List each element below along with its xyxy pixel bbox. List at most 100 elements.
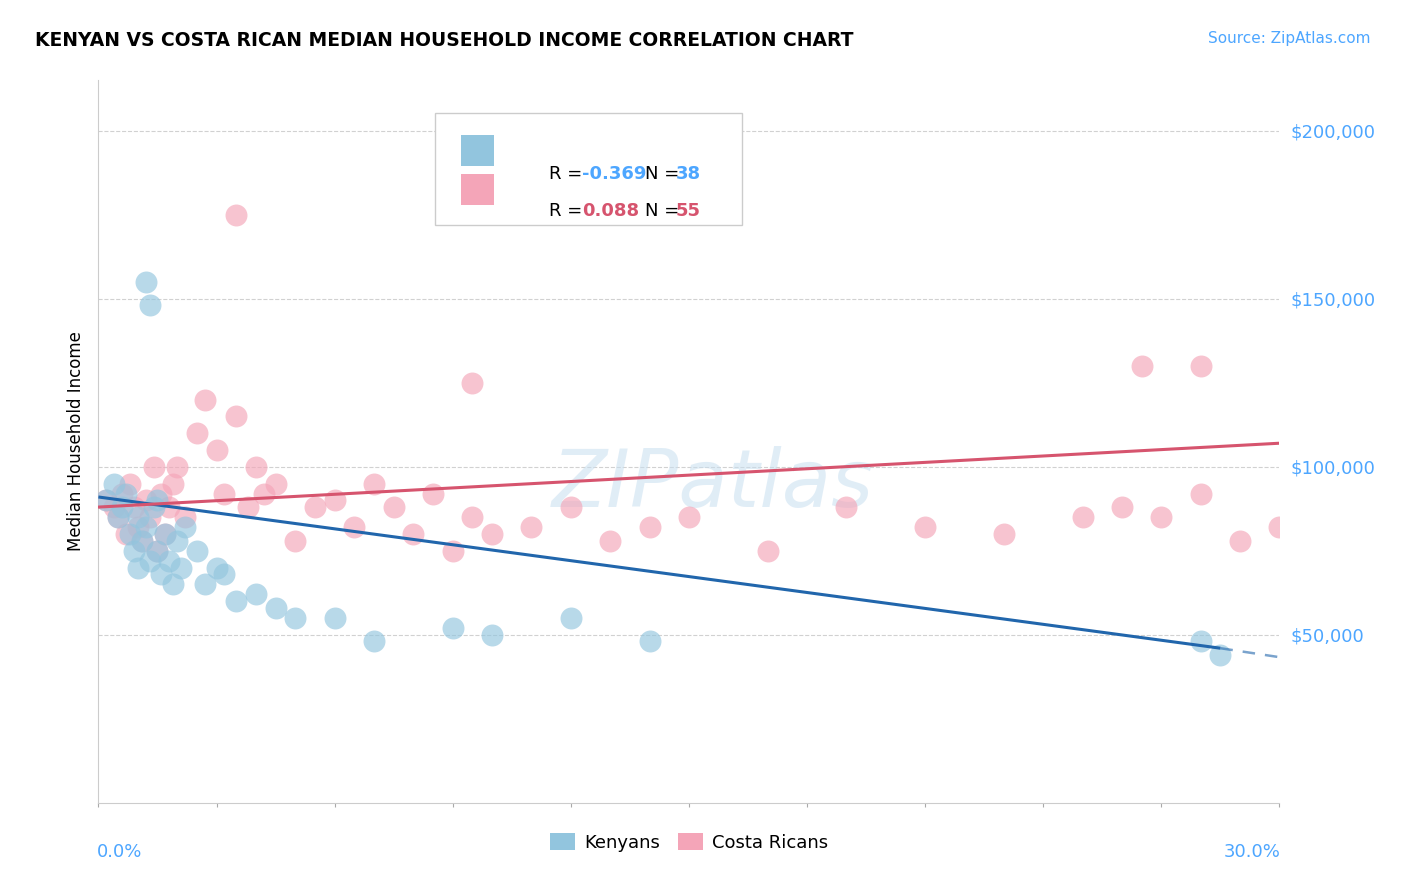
Point: [1189, 486, 1212, 500]
Point: [214, 567, 236, 582]
Bar: [461, 174, 494, 204]
Point: [225, 208, 247, 222]
Point: [993, 527, 1015, 541]
Point: [323, 493, 346, 508]
Point: [1130, 359, 1153, 373]
Point: [122, 543, 145, 558]
Point: [142, 459, 165, 474]
Point: [135, 275, 157, 289]
Point: [155, 527, 177, 541]
Point: [1209, 648, 1232, 662]
Point: [264, 476, 287, 491]
Point: [1071, 510, 1094, 524]
Point: [1111, 500, 1133, 514]
Point: [115, 486, 138, 500]
Point: [1189, 359, 1212, 373]
Point: [205, 560, 228, 574]
Point: [304, 500, 326, 514]
Point: [138, 298, 160, 312]
Point: [131, 533, 153, 548]
Point: [174, 510, 197, 524]
Point: [638, 520, 661, 534]
Point: [599, 533, 621, 548]
Point: [138, 554, 160, 568]
Text: ZIPatlas: ZIPatlas: [551, 446, 873, 524]
Point: [118, 476, 141, 491]
Point: [131, 533, 153, 548]
Point: [441, 543, 464, 558]
Point: [186, 543, 208, 558]
Point: [150, 567, 173, 582]
Point: [194, 577, 217, 591]
Point: [481, 628, 503, 642]
Text: 38: 38: [676, 165, 702, 183]
Point: [343, 520, 366, 534]
Point: [127, 560, 149, 574]
Point: [155, 527, 177, 541]
Point: [146, 543, 169, 558]
Point: [441, 621, 464, 635]
Text: -0.369: -0.369: [582, 165, 647, 183]
Point: [174, 520, 197, 534]
Point: [1229, 533, 1251, 548]
Point: [127, 520, 149, 534]
Point: [150, 486, 173, 500]
Point: [115, 527, 138, 541]
Point: [118, 527, 141, 541]
Point: [363, 476, 385, 491]
Point: [146, 543, 169, 558]
Point: [520, 520, 543, 534]
Y-axis label: Median Household Income: Median Household Income: [66, 332, 84, 551]
Point: [194, 392, 217, 407]
Point: [205, 442, 228, 457]
Point: [756, 543, 779, 558]
Legend: Kenyans, Costa Ricans: Kenyans, Costa Ricans: [543, 826, 835, 859]
Point: [1150, 510, 1173, 524]
Point: [363, 634, 385, 648]
Point: [253, 486, 276, 500]
Point: [111, 486, 134, 500]
Point: [142, 500, 165, 514]
Point: [560, 611, 582, 625]
Point: [225, 409, 247, 424]
Text: R =: R =: [550, 202, 595, 219]
Point: [481, 527, 503, 541]
FancyBboxPatch shape: [434, 112, 742, 225]
Point: [245, 587, 267, 601]
Point: [214, 486, 236, 500]
Point: [402, 527, 425, 541]
Point: [111, 500, 134, 514]
Point: [138, 510, 160, 524]
Point: [103, 476, 125, 491]
Point: [166, 459, 188, 474]
Point: [560, 500, 582, 514]
Text: N =: N =: [645, 165, 685, 183]
Bar: [461, 136, 494, 166]
Point: [186, 426, 208, 441]
Text: 0.0%: 0.0%: [97, 843, 142, 861]
Text: Source: ZipAtlas.com: Source: ZipAtlas.com: [1208, 31, 1371, 46]
Point: [284, 533, 307, 548]
Point: [96, 493, 118, 508]
Point: [135, 493, 157, 508]
Point: [461, 510, 484, 524]
Point: [135, 520, 157, 534]
Point: [127, 510, 149, 524]
Text: 0.088: 0.088: [582, 202, 638, 219]
Point: [225, 594, 247, 608]
Point: [107, 510, 129, 524]
Point: [157, 554, 180, 568]
Point: [157, 500, 180, 514]
Point: [146, 493, 169, 508]
Point: [422, 486, 444, 500]
Point: [914, 520, 936, 534]
Point: [1189, 634, 1212, 648]
Point: [170, 560, 193, 574]
Point: [96, 493, 118, 508]
Point: [264, 600, 287, 615]
Point: [236, 500, 259, 514]
Point: [1268, 520, 1291, 534]
Text: N =: N =: [645, 202, 685, 219]
Point: [107, 510, 129, 524]
Point: [638, 634, 661, 648]
